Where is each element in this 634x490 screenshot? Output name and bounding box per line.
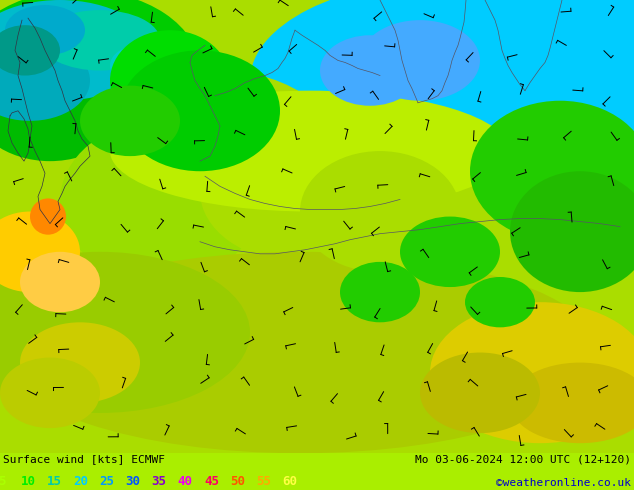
Ellipse shape	[0, 25, 60, 75]
Ellipse shape	[0, 358, 100, 428]
Text: 45: 45	[204, 475, 219, 488]
Ellipse shape	[90, 71, 350, 272]
Text: 30: 30	[126, 475, 140, 488]
Ellipse shape	[20, 252, 100, 312]
Text: Surface wind [kts] ECMWF: Surface wind [kts] ECMWF	[3, 454, 165, 464]
Ellipse shape	[250, 30, 510, 192]
Ellipse shape	[110, 46, 170, 86]
Ellipse shape	[110, 91, 510, 212]
Ellipse shape	[60, 121, 260, 282]
Ellipse shape	[510, 363, 634, 443]
Text: 10: 10	[21, 475, 36, 488]
Ellipse shape	[420, 352, 540, 433]
Ellipse shape	[400, 217, 500, 287]
Ellipse shape	[470, 101, 634, 242]
Ellipse shape	[40, 10, 160, 71]
Ellipse shape	[0, 252, 250, 413]
Bar	[0, 252, 634, 453]
Ellipse shape	[30, 198, 66, 235]
Ellipse shape	[0, 0, 150, 101]
Ellipse shape	[500, 40, 634, 161]
Ellipse shape	[0, 212, 80, 292]
Ellipse shape	[370, 0, 634, 131]
Text: 40: 40	[178, 475, 193, 488]
Text: 55: 55	[256, 475, 271, 488]
Text: 35: 35	[152, 475, 167, 488]
Text: 60: 60	[283, 475, 297, 488]
Ellipse shape	[5, 5, 85, 55]
Ellipse shape	[430, 302, 634, 443]
Text: 25: 25	[100, 475, 114, 488]
Ellipse shape	[300, 151, 460, 272]
Text: 15: 15	[47, 475, 62, 488]
Ellipse shape	[120, 50, 280, 171]
Ellipse shape	[360, 20, 480, 101]
Ellipse shape	[0, 252, 600, 453]
Ellipse shape	[340, 262, 420, 322]
Ellipse shape	[20, 322, 140, 403]
Text: Mo 03-06-2024 12:00 UTC (12+120): Mo 03-06-2024 12:00 UTC (12+120)	[415, 454, 631, 464]
Ellipse shape	[510, 171, 634, 292]
Ellipse shape	[0, 40, 130, 161]
Text: 20: 20	[73, 475, 88, 488]
Ellipse shape	[250, 0, 634, 181]
Ellipse shape	[0, 0, 200, 151]
Ellipse shape	[200, 121, 400, 262]
Ellipse shape	[0, 40, 90, 121]
Ellipse shape	[465, 277, 535, 327]
Ellipse shape	[80, 86, 180, 156]
Ellipse shape	[110, 30, 230, 131]
Text: 50: 50	[230, 475, 245, 488]
Ellipse shape	[320, 35, 420, 106]
Text: ©weatheronline.co.uk: ©weatheronline.co.uk	[496, 478, 631, 488]
Text: 5: 5	[0, 475, 6, 488]
